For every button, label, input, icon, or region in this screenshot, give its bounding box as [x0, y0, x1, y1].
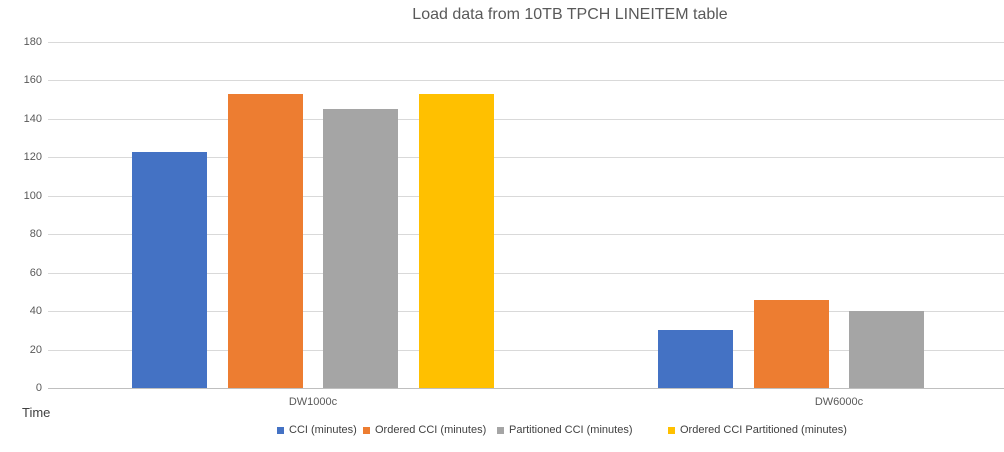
legend-item: Partitioned CCI (minutes)	[497, 424, 633, 436]
gridline	[48, 349, 1004, 351]
legend-swatch-icon	[497, 426, 504, 434]
legend-label: Ordered CCI (minutes)	[375, 424, 487, 436]
y-axis-tick-label: 160	[23, 74, 42, 87]
y-axis-tick-label: 100	[23, 189, 42, 202]
gridline	[48, 42, 1004, 43]
y-axis-tick-label: 120	[23, 151, 42, 164]
gridline	[48, 234, 1004, 236]
chart-title: Load data from 10TB TPCH LINEITEM table	[412, 6, 728, 23]
gridline	[48, 80, 1004, 82]
legend-item: Ordered CCI Partitioned (minutes)	[668, 424, 847, 436]
bar-ordered-cci-minutes-dw1000c	[227, 93, 303, 388]
y-axis-tick-label: 20	[29, 343, 42, 356]
gridline	[48, 311, 1004, 313]
gridline	[48, 195, 1004, 197]
y-axis-tick-label: 60	[29, 266, 42, 279]
y-axis-tick-label: 80	[29, 228, 42, 241]
y-axis-tick-label: 140	[23, 112, 42, 125]
bar-cci-minutes-dw6000c	[658, 330, 733, 388]
bar-cci-minutes-dw1000c	[132, 151, 207, 388]
legend-label: CCI (minutes)	[289, 424, 357, 436]
y-axis-tick-label: 40	[29, 305, 42, 318]
legend-swatch-icon	[363, 426, 370, 434]
x-axis-category-label: DW6000c	[814, 396, 864, 408]
x-axis-category-label: DW1000c	[288, 396, 338, 408]
gridline	[48, 157, 1004, 159]
bar-partitioned-cci-minutes-dw6000c	[849, 311, 924, 388]
bar-ordered-cci-partitioned-minutes-dw1000c	[418, 93, 494, 388]
legend-label: Ordered CCI Partitioned (minutes)	[680, 424, 847, 436]
gridline	[48, 118, 1004, 120]
y-axis-tick-label: 180	[23, 36, 42, 48]
y-axis-title: Time	[22, 405, 51, 420]
legend-item: Ordered CCI (minutes)	[363, 424, 487, 436]
legend-item: CCI (minutes)	[277, 424, 357, 436]
legend-swatch-icon	[277, 426, 284, 434]
legend-label: Partitioned CCI (minutes)	[509, 424, 633, 436]
bar-partitioned-cci-minutes-dw1000c	[323, 109, 398, 388]
y-axis-tick-label: 0	[35, 382, 42, 394]
gridline	[48, 272, 1004, 274]
bar-ordered-cci-minutes-dw6000c	[753, 299, 829, 388]
x-axis-line	[48, 388, 1004, 389]
legend-swatch-icon	[668, 426, 675, 434]
